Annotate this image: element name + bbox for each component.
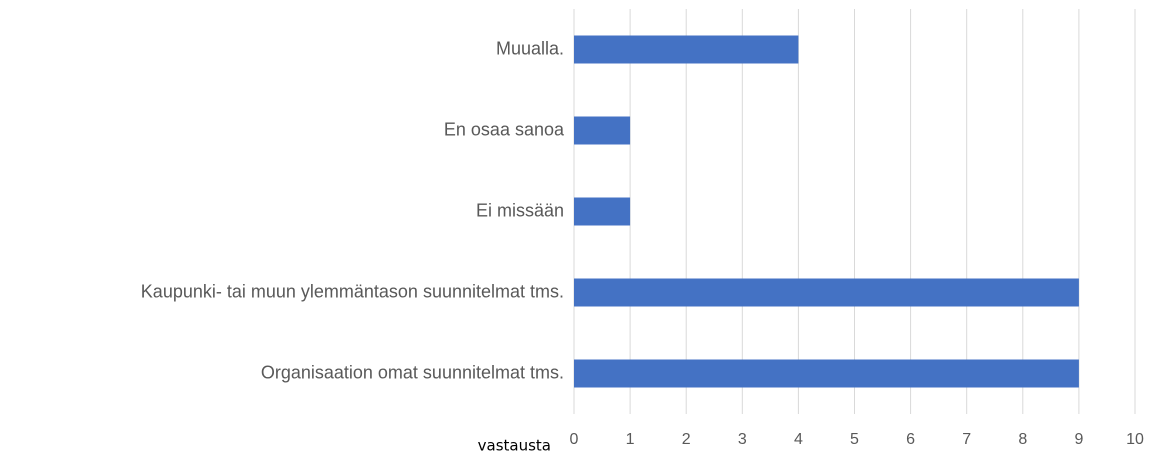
bar [574, 35, 799, 64]
x-tick-label: 9 [1074, 431, 1083, 448]
x-tick-label: 0 [570, 431, 579, 448]
y-tick-label: Muualla. [496, 38, 564, 58]
y-tick-label: Organisaation omat suunnitelmat tms. [261, 362, 564, 382]
x-axis-label: vastausta [478, 437, 551, 455]
x-tick-label: 1 [626, 431, 635, 448]
y-tick-label: Ei missään [476, 200, 564, 220]
bar [574, 278, 1079, 307]
x-tick-label: 5 [850, 431, 859, 448]
x-tick-label: 7 [962, 431, 971, 448]
x-tick-label: 10 [1126, 431, 1144, 448]
y-tick-label: En osaa sanoa [444, 119, 565, 139]
bar [574, 197, 631, 226]
x-tick-label: 4 [794, 431, 803, 448]
x-tick-label: 3 [738, 431, 747, 448]
x-tick-label: 6 [906, 431, 915, 448]
y-tick-label: Kaupunki- tai muun ylemmäntason suunnite… [141, 281, 564, 301]
bar [574, 116, 631, 145]
x-tick-label: 8 [1018, 431, 1027, 448]
x-tick-label: 2 [682, 431, 691, 448]
bar [574, 359, 1079, 388]
